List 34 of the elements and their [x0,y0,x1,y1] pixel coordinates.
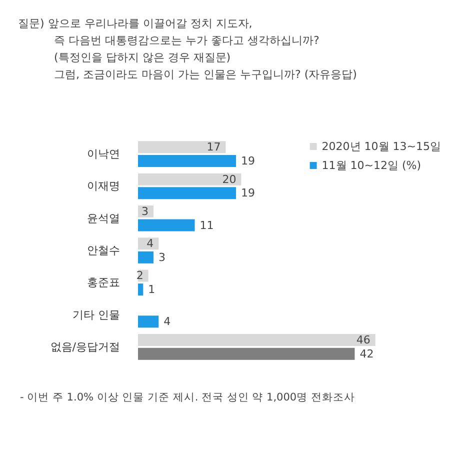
bar [138,334,376,346]
data-label: 20 [222,172,236,186]
y-tick-label: 이재명 [87,180,120,193]
data-label: 42 [360,347,374,360]
text: - 이번 주 1.0% 이상 인물 기준 제시. 전국 성인 약 1,000명 전화조사 [20,392,355,404]
bar [138,348,355,360]
bar [138,173,242,186]
data-label: 46 [356,334,370,347]
y-tick-label: 홍준표 [87,276,120,290]
y-tick-label: 없음/응답거절 [50,340,120,354]
bar [138,251,154,264]
data-label: 3 [141,204,148,218]
y-tick-label: 기타 인물 [72,308,120,322]
bar [138,154,236,167]
y-tick-label: 안철수 [87,244,120,257]
bar [138,284,144,296]
data-label: 2 [136,269,144,282]
legend-label: 11월 10~12일 (%) [322,159,422,172]
y-tick-label: 윤석열 [87,212,120,225]
data-label: 4 [146,237,154,250]
data-label: 19 [241,154,256,168]
legend-label: 2020년 10월 13~15일 [322,140,442,153]
data-label: 1 [148,283,156,296]
bar [138,219,195,232]
data-label: 4 [164,315,171,328]
bar [138,187,236,200]
data-label: 19 [241,186,256,200]
data-label: 3 [158,250,166,264]
chart-title: 질문) 앞으로 우리나라를 이끌어갈 정치 지도자, 즉 다음번 대통령감으로는 누가 좋다고 생각하십니까? (특정인을 답하지 않은 경우 재질문) 그럼, 조금이라도 마음이 가는 인물은 누구입니까? (자유응답) [18,17,357,81]
y-tick-label: 이낙연 [87,148,120,161]
data-label: 17 [206,140,221,154]
bar [138,141,226,154]
data-label: 11 [200,218,214,232]
bar [138,316,159,328]
